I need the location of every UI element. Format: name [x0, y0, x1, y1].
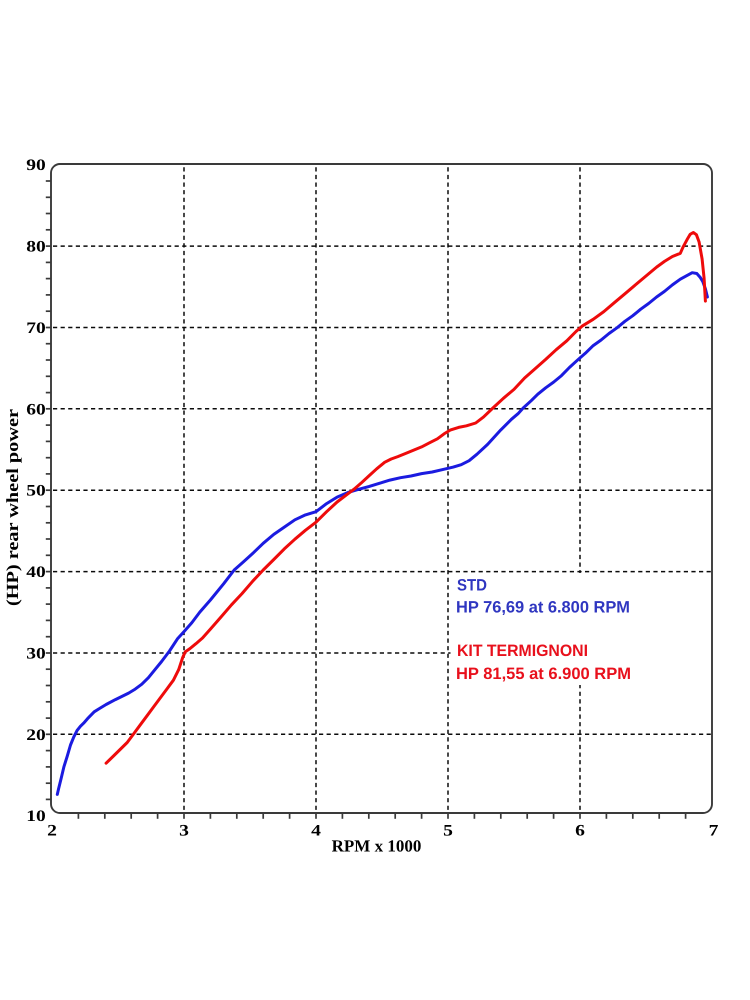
- svg-text:50: 50: [26, 483, 46, 500]
- svg-text:2: 2: [47, 823, 57, 840]
- svg-text:4: 4: [311, 823, 321, 840]
- svg-text:RPM x 1000: RPM x 1000: [332, 837, 422, 856]
- svg-text:HP 81,55 at 6.900 RPM: HP 81,55 at 6.900 RPM: [456, 665, 631, 683]
- svg-text:10: 10: [26, 808, 46, 825]
- svg-text:HP 76,69 at 6.800 RPM: HP 76,69 at 6.800 RPM: [456, 599, 630, 617]
- svg-text:40: 40: [26, 564, 46, 581]
- svg-text:70: 70: [26, 320, 46, 337]
- svg-text:7: 7: [709, 823, 719, 840]
- svg-text:(HP) rear wheel power: (HP) rear wheel power: [3, 408, 22, 606]
- svg-text:3: 3: [179, 823, 189, 840]
- svg-text:20: 20: [26, 727, 46, 744]
- svg-text:6: 6: [575, 823, 585, 840]
- svg-text:STD: STD: [457, 577, 487, 595]
- svg-text:KIT TERMIGNONI: KIT TERMIGNONI: [457, 642, 588, 660]
- svg-text:90: 90: [26, 157, 46, 174]
- svg-text:60: 60: [26, 401, 46, 418]
- svg-text:30: 30: [26, 646, 46, 663]
- svg-text:80: 80: [26, 239, 46, 256]
- svg-text:5: 5: [443, 823, 453, 840]
